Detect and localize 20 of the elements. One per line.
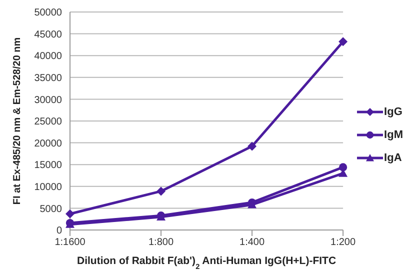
y-tick-label: 30000 [34,94,62,106]
y-tick-label: 0 [56,226,62,237]
y-tick-label: 5000 [40,204,62,215]
x-tick-label: 1:200 [330,237,356,248]
x-tick-label: 1:1600 [54,237,86,248]
legend-label: IgM [384,128,403,140]
y-tick-label: 45000 [34,29,62,40]
y-tick-label: 15000 [34,160,62,172]
y-tick-label: 25000 [34,116,62,128]
legend-label: IgA [384,152,402,164]
x-tick-label: 1:400 [240,237,265,248]
y-tick-label: 35000 [34,72,62,84]
y-axis-title: FI at Ex-485/20 nm & Em-528/20 nm [12,37,23,205]
legend-label: IgG [384,106,402,118]
y-tick-label: 20000 [34,138,62,150]
x-tick-label: 1:800 [148,237,174,248]
y-tick-label: 40000 [34,51,62,62]
y-tick-label: 10000 [34,182,62,193]
y-tick-label: 50000 [34,8,62,19]
x-axis-title: Dilution of Rabbit F(ab')$_{2}$ Anti-Human IgG(H+L)-FITC [77,255,336,270]
